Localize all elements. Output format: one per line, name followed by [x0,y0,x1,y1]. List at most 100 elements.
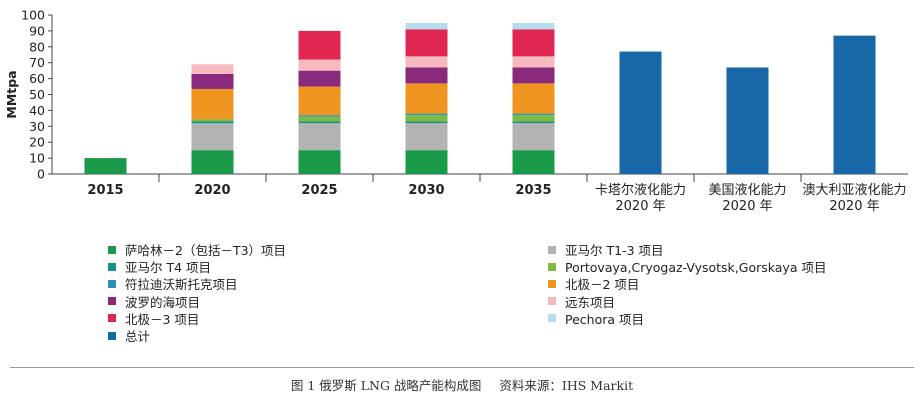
caption-divider [10,367,914,368]
bar-segment-1 [298,123,341,151]
bar-segment-4 [405,113,448,116]
legend-swatch [108,262,116,271]
y-tick-label: 0 [37,167,45,182]
legend-swatch [548,262,556,271]
legend-item: 北极－2 项目 [548,275,826,292]
x-tick-label: 2015 [87,183,123,198]
y-tick-label: 90 [29,23,45,38]
bar-segment-6 [405,67,448,84]
legend-label: 北极－3 项目 [125,311,200,327]
legend-label: Pechora 项目 [565,311,644,327]
bar-segment-2 [298,121,341,124]
bar-segment-10 [833,35,876,174]
bar-segment-3 [512,115,555,122]
legend-label: 远东项目 [565,294,616,310]
legend-item: 符拉迪沃斯托克项目 [108,275,286,292]
legend-item: 北极－3 项目 [108,310,286,327]
legend-item: 总计 [108,327,286,344]
y-tick-label: 50 [29,87,45,102]
y-tick-label: 60 [29,71,45,86]
y-tick-label: 10 [29,151,45,166]
legend-label: 萨哈林－2（包括－T3）项目 [125,243,287,259]
y-tick-label: 40 [29,103,45,118]
legend-label: 亚马尔 T4 项目 [125,260,212,276]
legend-swatch [108,331,116,340]
bar-segment-0 [84,158,127,174]
bar-segment-8 [512,29,555,57]
y-tick-label: 100 [21,8,45,23]
legend-swatch [548,297,556,306]
x-tick-label: 2035 [515,183,551,198]
legend-item: Pechora 项目 [548,310,826,327]
legend-left-column: 萨哈林－2（包括－T3）项目 亚马尔 T4 项目 符拉迪沃斯托克项目 波罗的海项目 北极… [108,241,286,344]
legend-swatch [108,297,116,306]
bar-segment-6 [298,70,341,87]
x-tick-label: 澳大利亚液化能力 2020 年 [802,182,906,214]
legend-item: 萨哈林－2（包括－T3）项目 [108,241,286,258]
figure-caption: 图 1 俄罗斯 LNG 战略产能构成图 资料来源：IHS Markit [0,375,924,394]
bar-segment-1 [512,123,555,151]
y-tick-label: 20 [29,135,45,150]
legend-label: 亚马尔 T1-3 项目 [565,243,664,259]
caption-title: 图 1 俄罗斯 LNG 战略产能构成图 [290,378,482,393]
legend-right-column: 亚马尔 T1-3 项目 Portovaya,Cryogaz-Vysotsk,Gor… [548,241,826,327]
bar-segment-8 [405,29,448,57]
bar-segment-0 [405,150,448,174]
y-tick-label: 80 [29,39,45,54]
legend-swatch [108,279,116,288]
legend-item: 亚马尔 T4 项目 [108,258,286,275]
bar-segment-1 [405,123,448,151]
y-axis-title: MMtpa [4,70,19,118]
bar-segment-6 [191,73,234,89]
bar-segment-3 [405,115,448,122]
bar-segment-7 [405,56,448,68]
bar-segment-8 [298,30,341,60]
legend-label: 波罗的海项目 [125,294,201,310]
legend-swatch [548,245,556,254]
bar-segment-2 [405,121,448,124]
x-tick-label: 美国液化能力 2020 年 [708,183,786,214]
bar-segment-7 [298,59,341,71]
bar-segment-9 [405,22,448,30]
legend-item: Portovaya,Cryogaz-Vysotsk,Gorskaya 项目 [548,258,826,275]
bar-segment-4 [512,113,555,116]
bar-segment-10 [726,67,769,174]
x-tick-label: 2025 [301,183,337,198]
y-tick-label: 30 [29,119,45,134]
legend-item: 亚马尔 T1-3 项目 [548,241,826,258]
bar-segment-0 [512,150,555,174]
legend-label: 符拉迪沃斯托克项目 [125,277,238,293]
bar-segment-7 [191,64,234,74]
bar-segment-0 [298,150,341,174]
legend-item: 波罗的海项目 [108,293,286,310]
legend-swatch [108,314,116,323]
bar-segment-7 [512,56,555,68]
x-tick-label: 卡塔尔液化能力 2020 年 [595,183,686,214]
legend-label: Portovaya,Cryogaz-Vysotsk,Gorskaya 项目 [565,260,827,276]
bar-segment-0 [191,150,234,174]
legend-label: 北极－2 项目 [565,277,640,293]
bar-segment-5 [405,83,448,114]
x-tick-label: 2020 [194,183,230,198]
legend-item: 远东项目 [548,293,826,310]
bar-segment-9 [512,22,555,30]
caption-source: 资料来源：IHS Markit [499,378,634,393]
bar-segment-5 [512,83,555,114]
legend-swatch [108,245,116,254]
x-tick-label: 2030 [408,183,444,198]
legend-swatch [548,279,556,288]
bar-segment-5 [298,86,341,116]
bar-segment-5 [191,88,234,120]
bar-segment-10 [619,51,662,174]
bar-segment-2 [191,121,234,124]
bar-segment-6 [512,67,555,84]
bar-segment-4 [298,115,341,117]
bar-segment-3 [191,119,234,122]
legend-label: 总计 [125,329,151,345]
bar-segment-3 [298,116,341,122]
legend-swatch [548,314,556,323]
bar-segment-2 [512,121,555,124]
y-tick-label: 70 [29,55,45,70]
